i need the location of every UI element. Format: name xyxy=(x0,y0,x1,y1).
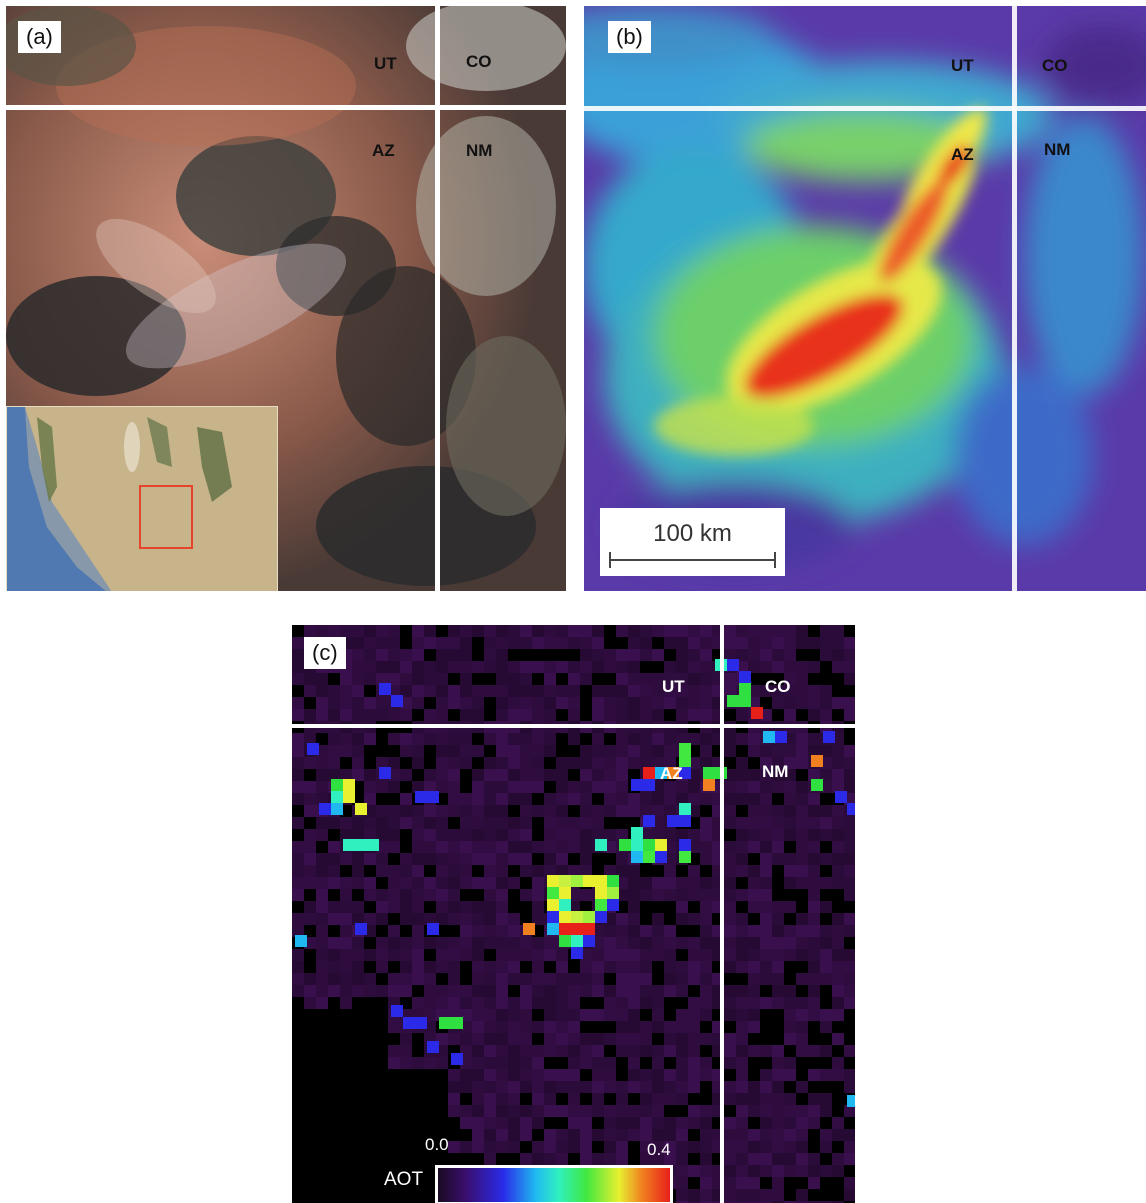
aot-pixel-grid xyxy=(292,625,855,1203)
state-label-co: CO xyxy=(1042,56,1068,75)
scale-bar-label: 100 km xyxy=(653,520,732,547)
scale-bar: 100 km xyxy=(600,508,785,576)
state-label-az: AZ xyxy=(951,145,974,164)
satellite-true-color-image xyxy=(6,6,566,591)
colorbar-max-label: 0.4 xyxy=(647,1140,671,1159)
aot-colorbar xyxy=(435,1165,673,1203)
panel-b-aerosol-map: (b) UT CO AZ NM 100 km xyxy=(584,6,1146,591)
us-map-inset xyxy=(6,406,278,591)
panel-a-satellite-image: (a) UT CO AZ NM xyxy=(6,6,566,591)
state-label-nm: NM xyxy=(762,762,789,781)
state-label-nm: NM xyxy=(1044,140,1071,159)
colorbar-title: AOT xyxy=(384,1169,424,1190)
aerosol-false-color-map xyxy=(584,6,1146,591)
panel-a-label: (a) xyxy=(18,21,61,53)
panel-c-aot-map: (c) UT CO AZ NM 0.0 0.4 AOT xyxy=(292,625,855,1203)
state-label-ut: UT xyxy=(374,54,397,73)
panel-b-label: (b) xyxy=(608,21,651,53)
state-label-az: AZ xyxy=(372,141,395,160)
state-label-ut: UT xyxy=(951,56,974,75)
study-area-box xyxy=(139,485,193,549)
divider-vertical xyxy=(720,625,724,1203)
state-label-co: CO xyxy=(466,52,492,71)
scale-bar-line xyxy=(609,552,776,568)
state-label-ut: UT xyxy=(662,677,685,696)
state-label-nm: NM xyxy=(466,141,493,160)
state-label-co: CO xyxy=(765,677,791,696)
panel-c-label: (c) xyxy=(304,637,346,669)
us-map-inset-icon xyxy=(7,407,277,591)
state-label-az: AZ xyxy=(660,764,683,783)
divider-horizontal xyxy=(292,724,855,728)
colorbar-min-label: 0.0 xyxy=(425,1135,449,1154)
